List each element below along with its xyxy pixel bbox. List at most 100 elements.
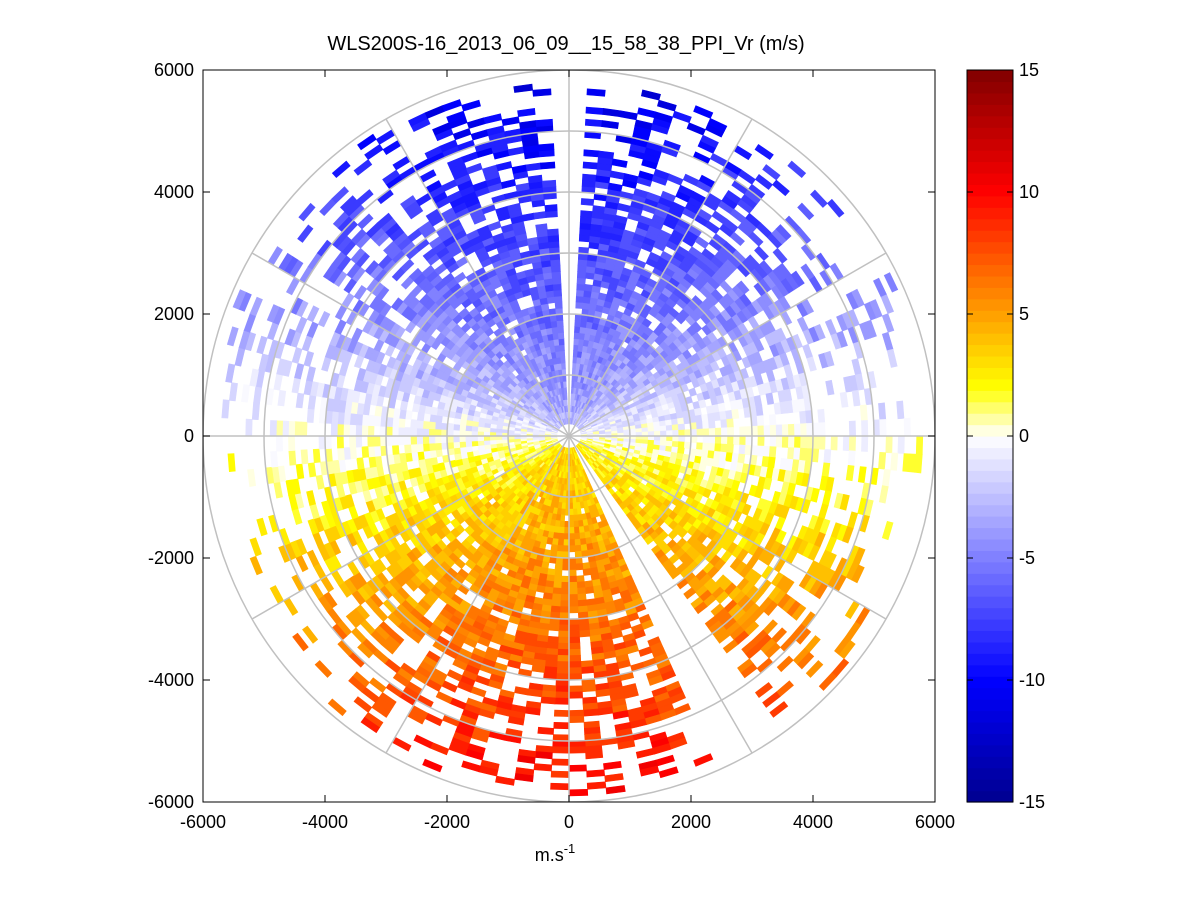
velocity-cell: [537, 726, 555, 735]
x-tick-label: 0: [564, 812, 574, 832]
velocity-cell: [726, 418, 734, 429]
chart-title: WLS200S-16_2013_06_09__15_58_38_PPI_Vr (…: [327, 33, 804, 55]
velocity-cell: [557, 636, 570, 644]
velocity-cell: [368, 456, 377, 468]
velocity-cell: [775, 435, 783, 448]
velocity-cell: [558, 630, 570, 638]
velocity-cell: [583, 149, 600, 158]
velocity-cell: [458, 429, 466, 437]
velocity-cell: [531, 664, 546, 673]
velocity-cell: [562, 374, 567, 382]
velocity-cell: [660, 435, 667, 442]
velocity-cell: [575, 289, 585, 297]
velocity-cell: [294, 421, 302, 437]
colorbar-segment: [967, 401, 1013, 414]
velocity-cell: [412, 402, 421, 413]
velocity-cell: [373, 435, 381, 447]
velocity-cell: [578, 532, 586, 540]
velocity-cell: [489, 439, 497, 445]
velocity-cell: [483, 439, 491, 446]
velocity-cell: [574, 538, 581, 546]
velocity-cell: [399, 400, 409, 411]
velocity-cell: [583, 283, 594, 292]
velocity-cell: [459, 424, 467, 431]
colorbar-segment: [967, 527, 1013, 540]
velocity-cell: [727, 435, 735, 445]
velocity-cell: [762, 691, 781, 708]
colorbar-segment: [967, 264, 1013, 277]
velocity-cell: [556, 544, 564, 553]
velocity-cell: [553, 338, 560, 346]
velocity-cell: [539, 161, 556, 170]
velocity-cell: [582, 568, 592, 576]
colorbar-segment: [967, 127, 1013, 140]
velocity-cell: [572, 514, 579, 522]
velocity-cell: [579, 538, 587, 546]
velocity-cell: [597, 150, 615, 160]
colorbar-segment: [967, 287, 1013, 300]
colorbar-segment: [967, 355, 1013, 368]
velocity-cell: [592, 205, 606, 214]
velocity-cell: [776, 655, 794, 673]
velocity-cell: [342, 423, 351, 437]
velocity-cell: [568, 545, 576, 553]
velocity-cell: [748, 231, 764, 247]
velocity-cell: [453, 447, 461, 455]
colorbar-segment: [967, 230, 1013, 243]
velocity-cell: [573, 532, 581, 540]
velocity-cell: [385, 426, 393, 437]
velocity-cell: [890, 452, 899, 471]
velocity-cell: [583, 708, 599, 717]
velocity-cell: [560, 587, 570, 595]
velocity-cell: [568, 691, 584, 699]
velocity-cell: [391, 435, 399, 446]
velocity-cell: [568, 709, 585, 717]
velocity-cell: [817, 408, 826, 424]
velocity-cell: [548, 240, 560, 249]
velocity-cell: [459, 446, 467, 454]
velocity-cell: [781, 424, 789, 437]
velocity-cell: [586, 781, 607, 790]
velocity-cell: [572, 508, 578, 516]
velocity-cell: [563, 386, 568, 394]
velocity-cell: [563, 527, 570, 534]
velocity-cell: [471, 435, 478, 442]
velocity-cell: [836, 330, 848, 348]
velocity-cell: [576, 581, 586, 589]
velocity-cell: [361, 446, 370, 459]
velocity-cell: [790, 270, 805, 287]
x-tick-label: -2000: [424, 812, 470, 832]
velocity-cell: [668, 568, 681, 580]
velocity-cell: [769, 435, 777, 448]
velocity-cell: [540, 696, 556, 705]
velocity-cell: [708, 442, 716, 452]
velocity-cell: [459, 441, 467, 448]
velocity-cell: [715, 629, 731, 644]
velocity-cell: [580, 544, 588, 552]
velocity-cell: [559, 612, 570, 620]
velocity-cell: [878, 402, 887, 421]
velocity-cell: [568, 539, 576, 547]
colorbar-segment: [967, 424, 1013, 437]
velocity-cell: [582, 173, 597, 182]
velocity-cell: [385, 435, 393, 446]
velocity-cell: [573, 332, 581, 340]
velocity-cell: [830, 435, 838, 451]
colorbar-segment: [967, 390, 1013, 403]
velocity-cell: [671, 441, 679, 448]
velocity-cell: [557, 532, 565, 540]
velocity-cell: [403, 427, 411, 437]
velocity-cell: [562, 551, 570, 559]
velocity-cell: [740, 663, 758, 679]
velocity-cell: [577, 258, 588, 267]
velocity-cell: [544, 204, 558, 212]
velocity-cell: [791, 604, 807, 621]
velocity-cell: [739, 435, 747, 446]
colorbar-segment: [967, 481, 1013, 494]
velocity-cell: [638, 646, 653, 657]
velocity-cell: [561, 563, 570, 571]
velocity-cell: [757, 425, 765, 437]
velocity-cell: [422, 420, 430, 430]
colorbar-segment: [967, 70, 1013, 83]
velocity-cell: [693, 407, 702, 417]
